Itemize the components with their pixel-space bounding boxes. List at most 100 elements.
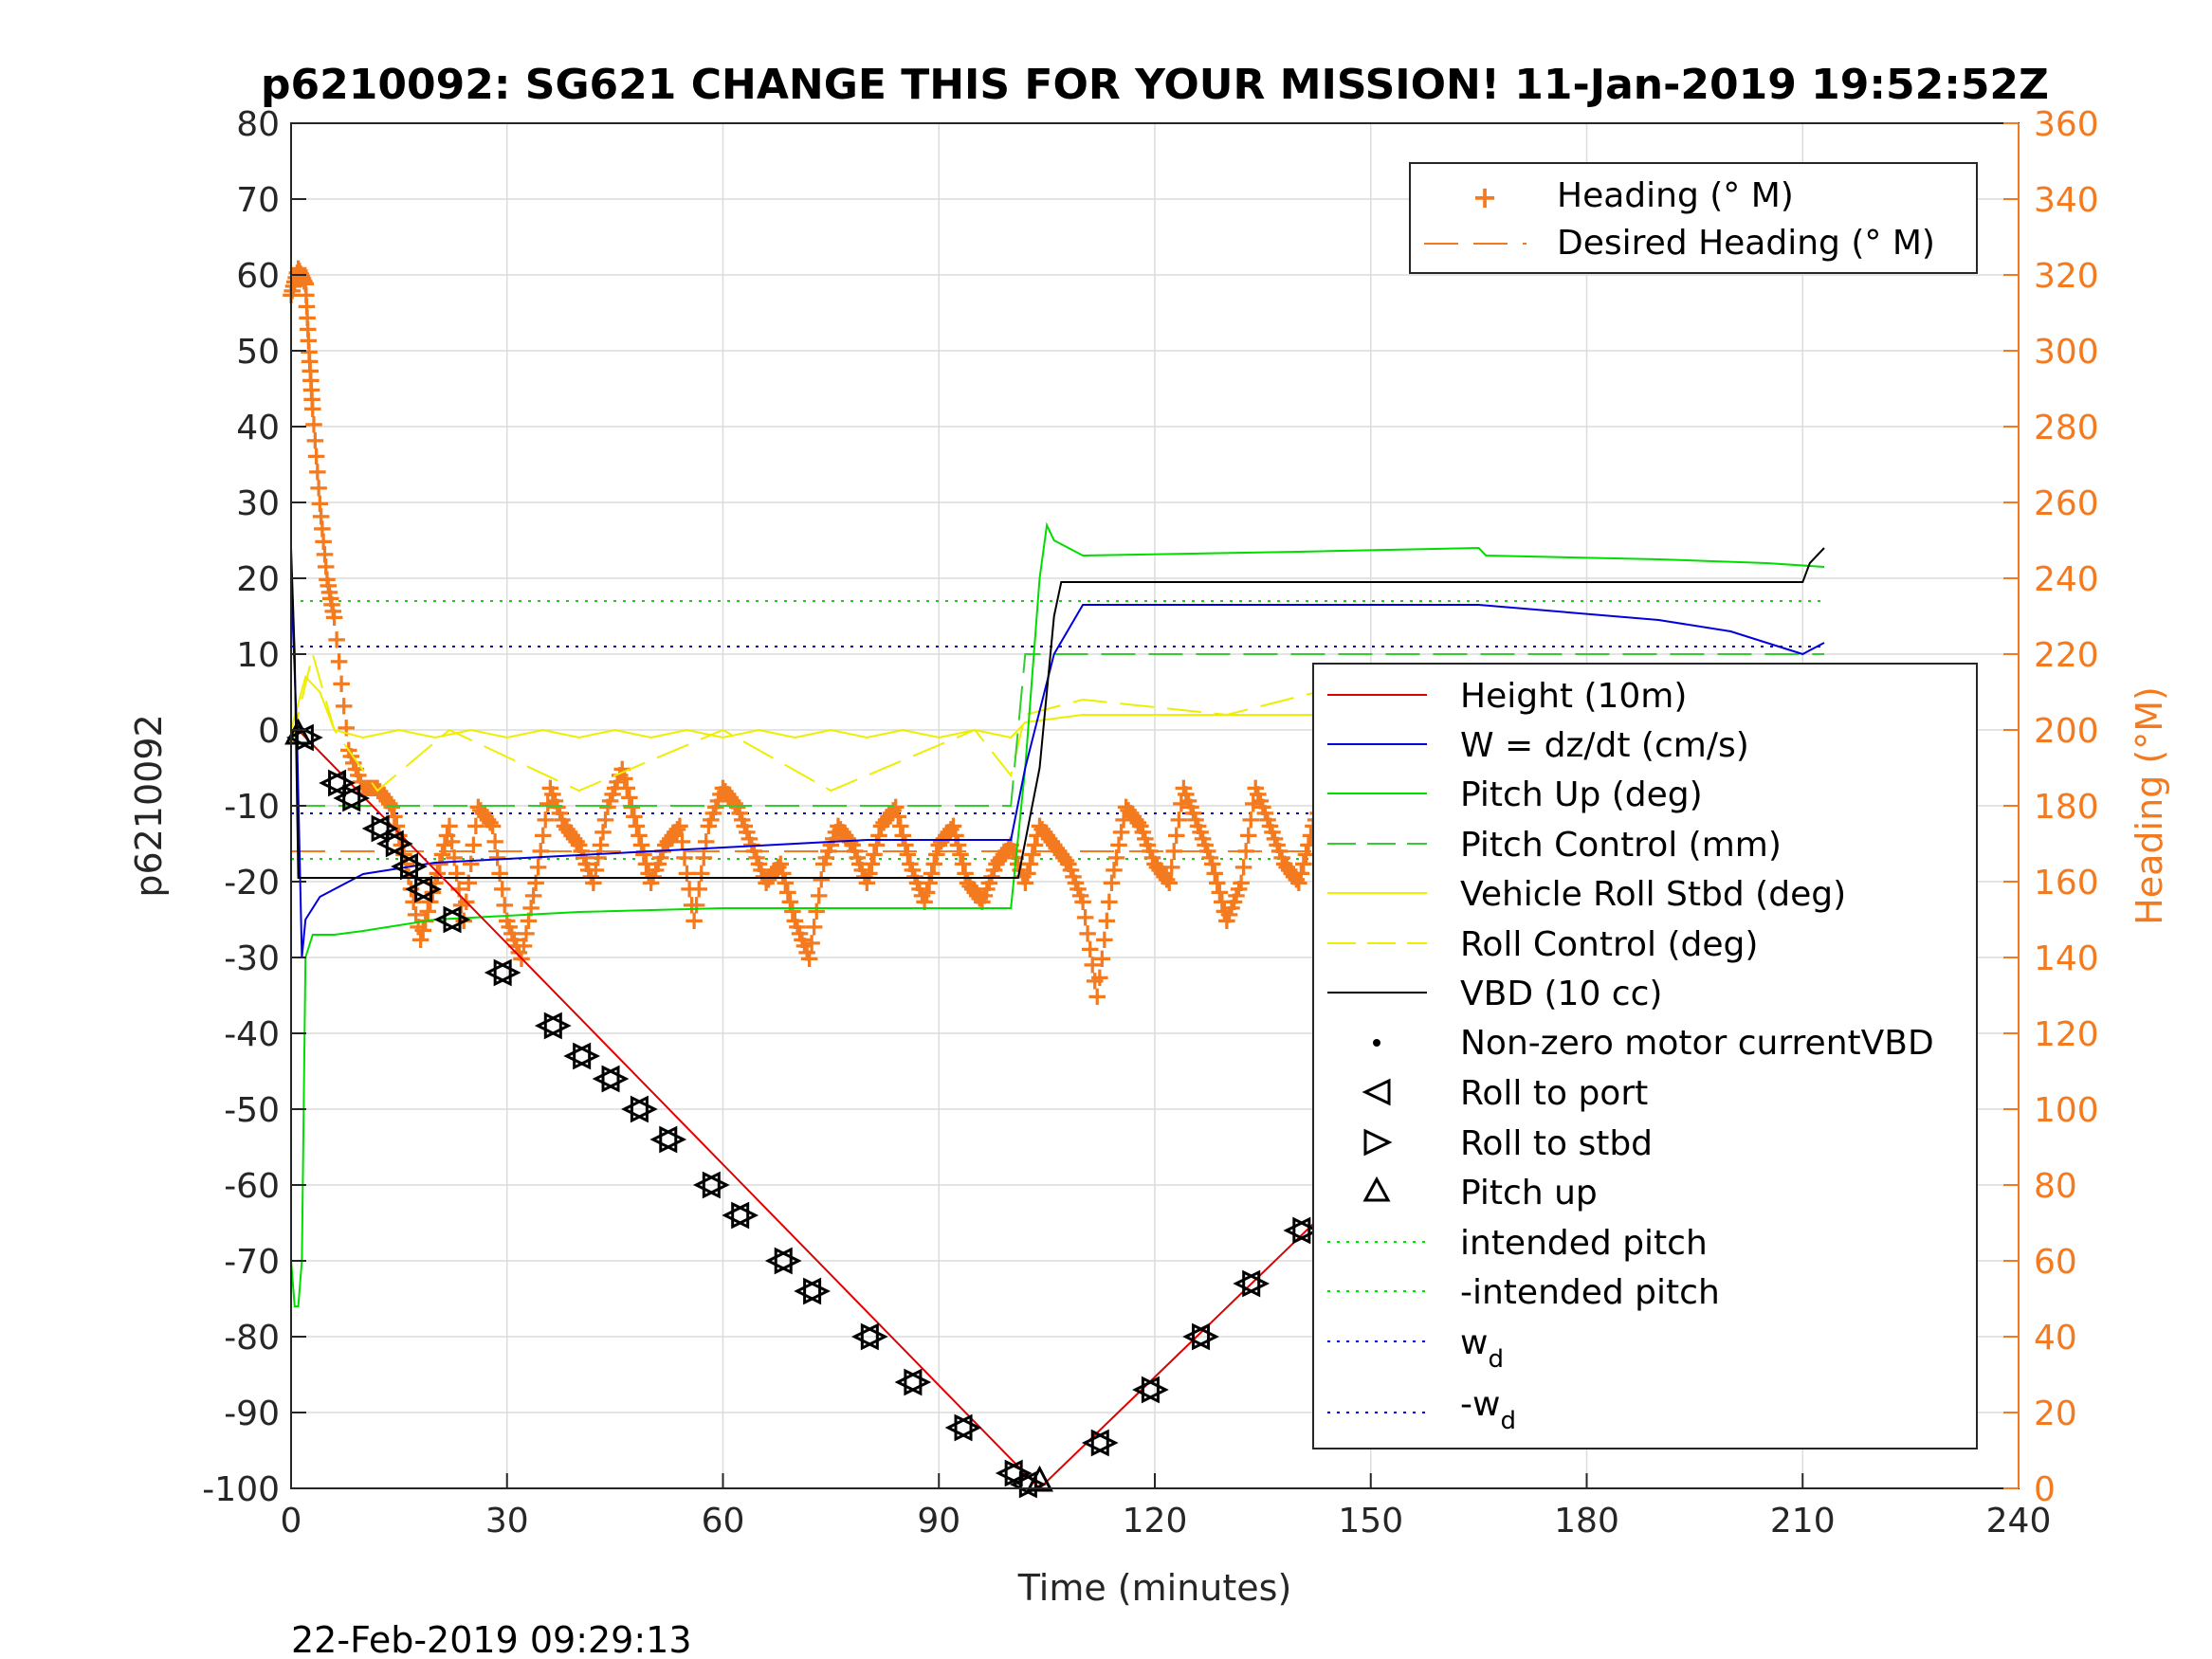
heading-point: +: [704, 791, 726, 822]
heading-point: +: [1103, 854, 1124, 885]
heading-point: +: [654, 829, 676, 860]
heading-point: +: [858, 857, 880, 888]
heading-point: +: [535, 803, 557, 834]
heading-point: +: [1074, 902, 1096, 933]
x-tick-label: 30: [485, 1502, 529, 1540]
heading-point: +: [1281, 857, 1303, 888]
roll-stbd-marker: [1004, 1459, 1033, 1487]
heading-point: +: [1146, 850, 1168, 882]
heading-point: +: [868, 819, 889, 850]
heading-point: +: [1142, 841, 1163, 872]
heading-point: +: [1163, 835, 1185, 866]
roll-port-marker: [534, 1012, 562, 1040]
heading-point: +: [505, 930, 527, 961]
heading-point: +: [1060, 854, 1082, 885]
heading-point: +: [942, 810, 964, 841]
heading-point: +: [1052, 841, 1074, 872]
heading-point: +: [474, 800, 496, 831]
heading-point: +: [556, 812, 577, 844]
legend-wd-label: wd: [1460, 1323, 1504, 1374]
heading-point: +: [295, 279, 317, 310]
heading-point: +: [930, 826, 952, 857]
heading-point: +: [1024, 829, 1046, 860]
heading-point: +: [304, 424, 326, 455]
x-tick-label: 150: [1338, 1502, 1403, 1540]
heading-point: +: [1204, 857, 1226, 888]
heading-point: +: [949, 838, 971, 869]
series-pitch-control-mm: [291, 653, 1824, 807]
roll-stbd-marker: [1141, 1376, 1169, 1404]
heading-point: +: [342, 746, 364, 777]
heading-point: +: [904, 860, 925, 891]
heading-point: +: [667, 812, 688, 844]
heading-point: +: [361, 772, 383, 803]
heading-point: +: [1019, 848, 1041, 879]
heading-point: +: [822, 822, 844, 853]
heading-point: +: [923, 848, 944, 879]
heading-point: +: [573, 841, 594, 872]
heading-point: +: [307, 471, 329, 502]
heading-point: +: [1192, 822, 1214, 853]
heading-point: +: [482, 810, 503, 841]
heading-point: +: [719, 781, 740, 812]
heading-point: +: [558, 816, 580, 848]
heading-point: +: [758, 864, 779, 895]
heading-point: +: [657, 826, 679, 857]
y-tick-label-left: -30: [224, 939, 280, 978]
heading-point: +: [438, 810, 460, 841]
heading-point: +: [1051, 838, 1072, 869]
heading-point: +: [446, 857, 467, 888]
heading-point: +: [563, 822, 585, 853]
heading-point: +: [963, 876, 985, 907]
heading-point: +: [745, 841, 767, 872]
y-tick-label-right: 220: [2034, 636, 2099, 675]
heading-point: +: [961, 873, 983, 904]
heading-point: +: [736, 816, 758, 848]
heading-point: +: [628, 819, 649, 850]
legend-height-label: Height (10m): [1460, 677, 1687, 716]
y-tick-label-right: 360: [2034, 105, 2099, 144]
legend-w-label: W = dz/dt (cm/s): [1460, 726, 1749, 765]
heading-point: +: [297, 313, 319, 344]
heading-point: +: [933, 822, 955, 853]
heading-point: +: [527, 850, 549, 882]
heading-point: +: [293, 264, 315, 296]
heading-point: +: [626, 810, 648, 841]
y-tick-label-right: 300: [2034, 333, 2099, 372]
heading-point: +: [791, 923, 813, 955]
legend-heading-plus-icon: +: [1472, 179, 1498, 215]
heading-point: +: [1290, 857, 1312, 888]
heading-point: +: [709, 778, 731, 810]
y-tick-label-left: -50: [224, 1091, 280, 1130]
legend-roll-port-label: Roll to port: [1460, 1074, 1648, 1113]
heading-point: +: [1230, 866, 1252, 898]
heading-point: +: [501, 917, 522, 948]
heading-point: +: [1069, 879, 1091, 910]
heading-point: +: [551, 803, 573, 834]
heading-point: +: [777, 876, 798, 907]
heading-point: +: [844, 835, 866, 866]
heading-point: +: [283, 265, 305, 297]
y-tick-label-right: 140: [2034, 939, 2099, 978]
heading-point: +: [1165, 819, 1187, 850]
roll-stbd-marker: [493, 958, 521, 987]
heading-point: +: [659, 822, 681, 853]
heading-point: +: [687, 873, 709, 904]
heading-point: +: [587, 841, 609, 872]
heading-point: +: [618, 781, 640, 812]
roll-port-marker: [319, 769, 347, 797]
roll-stbd-marker: [1090, 1429, 1119, 1457]
heading-point: +: [974, 879, 996, 910]
heading-point: +: [568, 829, 590, 860]
roll-stbd-marker: [731, 1201, 759, 1230]
heading-point: +: [302, 392, 323, 424]
heading-point: +: [1115, 791, 1137, 822]
heading-point: +: [1206, 866, 1228, 898]
roll-stbd-marker: [1192, 1322, 1219, 1351]
heading-point: +: [1247, 778, 1269, 810]
legend-heading: + Heading (° M) Desired Heading (° M): [1409, 162, 1978, 274]
heading-point: +: [1161, 850, 1182, 882]
heading-point: +: [1088, 961, 1110, 993]
heading-point: +: [928, 829, 950, 860]
heading-point: +: [683, 904, 704, 936]
